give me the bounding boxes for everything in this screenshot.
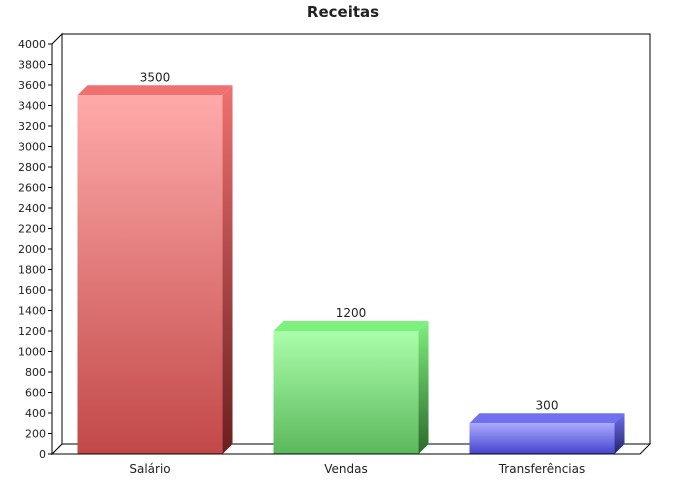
y-tick-label: 2400 (18, 202, 46, 215)
bar-front (469, 423, 615, 454)
y-tick-label: 3400 (18, 100, 46, 113)
y-axis: 0 200 400 600 800 1000 1200 1400 1600 1800 2000 220… (18, 38, 53, 461)
y-tick-label: 2200 (18, 223, 46, 236)
bar-1 (77, 85, 233, 454)
y-tick-label: 3200 (18, 120, 46, 133)
data-label: 300 (536, 398, 559, 412)
left-wall (51, 32, 63, 456)
x-tick-label: Vendas (324, 462, 368, 476)
x-tick-label: Transferências (498, 462, 586, 476)
y-tick-label: 1000 (18, 346, 46, 359)
y-tick-label: 3000 (18, 141, 46, 154)
bar-front (77, 95, 223, 454)
y-tick-label: 2600 (18, 182, 46, 195)
bar-side (614, 413, 625, 454)
y-tick-label: 600 (25, 387, 46, 400)
y-tick-label: 2000 (18, 243, 46, 256)
x-axis: Salário Vendas Transferências (52, 453, 640, 476)
bar-top (469, 413, 625, 424)
y-tick-label: 1400 (18, 305, 46, 318)
bar-3 (469, 413, 625, 454)
y-tick-label: 800 (25, 366, 46, 379)
data-label: 3500 (140, 70, 171, 84)
y-tick-label: 1800 (18, 264, 46, 277)
chart-title: Receitas (306, 3, 380, 21)
data-label: 1200 (336, 306, 367, 320)
y-tick-label: 2800 (18, 161, 46, 174)
bar-top (273, 321, 429, 331)
y-tick-label: 400 (25, 407, 46, 420)
bar-side (418, 321, 429, 454)
bar-top (77, 85, 233, 96)
y-tick-label: 3600 (18, 79, 46, 92)
y-tick-label: 1200 (18, 325, 46, 338)
bar-side (222, 85, 233, 454)
bar-front (273, 331, 419, 454)
y-tick-label: 4000 (18, 38, 46, 51)
bar-2 (273, 321, 429, 454)
y-tick-label: 1600 (18, 284, 46, 297)
bars: 3500 1200 300 (77, 70, 625, 454)
y-tick-label: 3800 (18, 59, 46, 72)
y-tick-label: 0 (39, 448, 46, 461)
y-tick-label: 200 (25, 428, 46, 441)
x-tick-label: Salário (129, 462, 170, 476)
